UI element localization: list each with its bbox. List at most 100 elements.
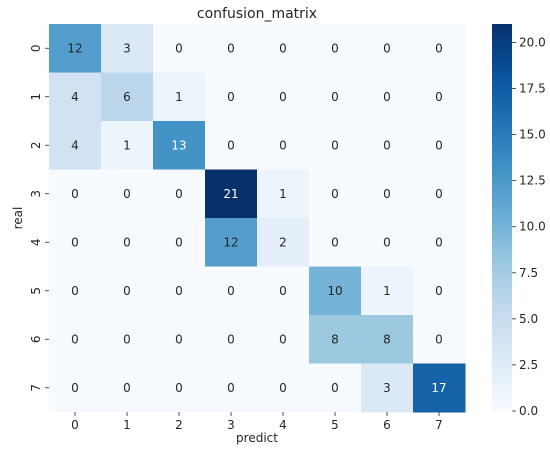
cell-value-label: 17 <box>431 381 446 395</box>
y-tick-label: 6 <box>29 335 43 343</box>
heatmap-cell <box>413 121 466 170</box>
y-tick-label: 1 <box>29 93 43 101</box>
cell-value-label: 0 <box>175 332 183 346</box>
cell-value-label: 0 <box>279 41 287 55</box>
cell-value-label: 0 <box>383 41 391 55</box>
cell-value-label: 0 <box>331 381 339 395</box>
heatmap-cell <box>101 169 154 219</box>
cell-value-label: 0 <box>435 187 443 201</box>
heatmap-cell <box>205 315 258 364</box>
heatmap-cell <box>101 24 154 73</box>
cell-value-label: 0 <box>279 138 287 152</box>
heatmap-cell <box>153 218 206 267</box>
cell-value-label: 0 <box>123 187 131 201</box>
heatmap-cell <box>205 218 258 267</box>
cell-value-label: 0 <box>175 187 183 201</box>
x-tick-label: 5 <box>331 418 339 432</box>
cell-value-label: 0 <box>175 235 183 249</box>
heatmap-cell <box>153 121 206 170</box>
y-tick-label: 4 <box>29 238 43 246</box>
y-axis: 0 1 2 3 4 5 6 7 <box>29 44 49 392</box>
heatmap-cell <box>205 121 258 170</box>
heatmap-cell <box>101 363 154 413</box>
cell-value-label: 1 <box>123 138 131 152</box>
heatmap-cell <box>361 266 414 316</box>
heatmap-cell <box>49 121 102 170</box>
y-tick-label: 7 <box>29 384 43 392</box>
x-tick-label: 4 <box>279 418 287 432</box>
colorbar-tick-label: 17.5 <box>519 82 546 96</box>
heatmap-cell <box>361 363 414 413</box>
cell-value-label: 8 <box>383 332 391 346</box>
heatmap-cell <box>101 72 154 122</box>
heatmap-cell <box>309 363 362 413</box>
heatmap-cell <box>49 363 102 413</box>
colorbar-tick-label: 7.5 <box>519 266 538 280</box>
cell-value-label: 0 <box>71 332 79 346</box>
cell-value-label: 0 <box>71 284 79 298</box>
x-tick-label: 2 <box>175 418 183 432</box>
x-tick-label: 6 <box>383 418 391 432</box>
heatmap-cell <box>413 315 466 364</box>
heatmap-cell <box>153 266 206 316</box>
heatmap-cell <box>257 363 310 413</box>
colorbar-tick-label: 5.0 <box>519 312 538 326</box>
cell-value-label: 4 <box>71 90 79 104</box>
x-tick-label: 0 <box>71 418 79 432</box>
colorbar-tick-label: 2.5 <box>519 358 538 372</box>
heatmap-cell <box>49 218 102 267</box>
heatmap-cell <box>257 266 310 316</box>
cell-value-label: 12 <box>223 235 238 249</box>
heatmap-cell <box>153 315 206 364</box>
cell-value-label: 0 <box>227 41 235 55</box>
cell-value-label: 1 <box>175 90 183 104</box>
heatmap-cells: 12 3 0 0 0 0 0 04 6 1 0 0 0 0 04 1 13 0 0 0 0 00 0 0 21 1 0 0 00 0 0 12… <box>49 24 466 413</box>
cell-value-label: 21 <box>223 187 238 201</box>
heatmap-cell <box>309 24 362 73</box>
heatmap-cell <box>309 315 362 364</box>
y-tick-label: 0 <box>29 44 43 52</box>
y-axis-label: real <box>11 207 25 230</box>
heatmap-cell <box>309 218 362 267</box>
heatmap-cell <box>205 169 258 219</box>
cell-value-label: 3 <box>383 381 391 395</box>
heatmap-cell <box>101 315 154 364</box>
cell-value-label: 0 <box>71 381 79 395</box>
cell-value-label: 0 <box>227 138 235 152</box>
cell-value-label: 1 <box>279 187 287 201</box>
cell-value-label: 0 <box>331 187 339 201</box>
cell-value-label: 0 <box>435 138 443 152</box>
heatmap-cell <box>257 218 310 267</box>
heatmap-cell <box>413 363 466 413</box>
heatmap-cell <box>257 121 310 170</box>
cell-value-label: 3 <box>123 41 131 55</box>
heatmap-cell <box>257 24 310 73</box>
heatmap-cell <box>413 72 466 122</box>
y-tick-label: 2 <box>29 141 43 149</box>
heatmap-cell <box>361 24 414 73</box>
cell-value-label: 0 <box>383 90 391 104</box>
heatmap-cell <box>309 266 362 316</box>
heatmap-cell <box>49 72 102 122</box>
heatmap-cell <box>205 72 258 122</box>
cell-value-label: 0 <box>435 332 443 346</box>
colorbar-tick-label: 12.5 <box>519 174 546 188</box>
heatmap-cell <box>153 363 206 413</box>
cell-value-label: 0 <box>71 187 79 201</box>
cell-value-label: 0 <box>175 284 183 298</box>
heatmap-cell <box>413 266 466 316</box>
cell-value-label: 0 <box>123 381 131 395</box>
heatmap-cell <box>361 169 414 219</box>
colorbar: 0.0 2.5 5.0 7.5 10.0 12.5 15.0 17.5 20.0 <box>492 24 546 418</box>
x-axis: 0 1 2 3 4 5 6 7 <box>71 412 443 432</box>
x-tick-label: 7 <box>435 418 443 432</box>
colorbar-gradient <box>492 24 512 411</box>
heatmap-cell <box>413 24 466 73</box>
cell-value-label: 6 <box>123 90 131 104</box>
heatmap-cell <box>153 24 206 73</box>
heatmap-cell <box>49 266 102 316</box>
cell-value-label: 0 <box>227 284 235 298</box>
heatmap-cell <box>413 169 466 219</box>
colorbar-tick-label: 10.0 <box>519 220 546 234</box>
heatmap-cell <box>101 218 154 267</box>
